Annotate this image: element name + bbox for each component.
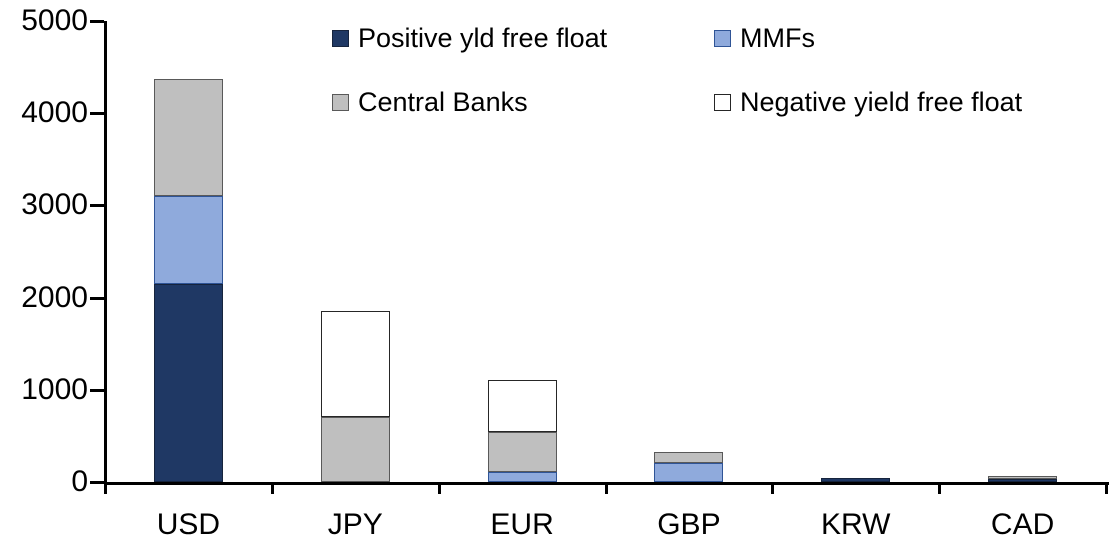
legend-item-negative-yield-free-float: Negative yield free float <box>714 89 1022 116</box>
x-category-label: KRW <box>821 508 891 541</box>
x-category-label: GBP <box>657 508 721 541</box>
y-tick-label: 0 <box>71 465 88 498</box>
y-tick-label: 4000 <box>21 96 88 130</box>
bar-segment-mmfs <box>487 471 557 482</box>
legend-swatch-central-banks <box>332 94 349 111</box>
bar-segment-central-banks <box>320 417 390 482</box>
y-tick-mark <box>90 296 104 300</box>
bar-segment-central-banks <box>654 451 724 463</box>
y-tick-label: 5000 <box>21 4 88 37</box>
bar-segment-negative-yield-free-float <box>320 311 390 418</box>
x-tick-mark <box>1105 482 1108 494</box>
x-tick-mark <box>437 482 441 494</box>
bar-segment-positive-yld-free-float <box>988 478 1058 482</box>
x-category-label: EUR <box>490 508 554 541</box>
y-tick-label: 1000 <box>21 372 88 406</box>
x-tick-mark <box>604 482 608 494</box>
x-tick-mark <box>270 482 274 494</box>
legend-item-positive-yld-free-float: Positive yld free float <box>332 25 607 52</box>
bar-segment-mmfs <box>153 196 223 284</box>
legend-label-central-banks: Central Banks <box>358 87 528 117</box>
bar-segment-central-banks <box>988 476 1058 479</box>
bar-segment-central-banks <box>487 432 557 472</box>
x-category-label: USD <box>156 508 221 541</box>
bar-segment-positive-yld-free-float <box>821 477 891 482</box>
x-tick-mark <box>104 482 107 494</box>
y-tick-mark <box>90 112 104 116</box>
legend-label-negative-yield-free-float: Negative yield free float <box>740 87 1023 117</box>
y-tick-mark <box>90 20 104 23</box>
y-tick-label: 3000 <box>21 188 88 222</box>
y-tick-mark <box>90 204 104 208</box>
y-tick-mark <box>90 388 104 392</box>
x-category-label: CAD <box>990 508 1055 541</box>
legend-swatch-negative-yield-free-float <box>714 94 731 111</box>
bar-segment-negative-yield-free-float <box>487 379 557 433</box>
x-tick-mark <box>771 482 775 494</box>
bar-segment-positive-yld-free-float <box>153 283 223 482</box>
x-tick-mark <box>938 482 942 494</box>
legend-item-mmfs: MMFs <box>714 25 815 52</box>
x-category-label: JPY <box>327 508 383 541</box>
legend-label-positive-yld-free-float: Positive yld free float <box>358 23 608 53</box>
bar-segment-central-banks <box>153 79 223 197</box>
legend-item-central-banks: Central Banks <box>332 89 528 116</box>
bar-segment-mmfs <box>654 462 724 482</box>
y-tick-mark <box>90 481 104 484</box>
legend-swatch-positive-yld-free-float <box>332 30 349 47</box>
y-axis-line <box>104 21 107 485</box>
legend-label-mmfs: MMFs <box>740 23 815 53</box>
legend-swatch-mmfs <box>714 30 731 47</box>
y-tick-label: 2000 <box>21 280 88 314</box>
